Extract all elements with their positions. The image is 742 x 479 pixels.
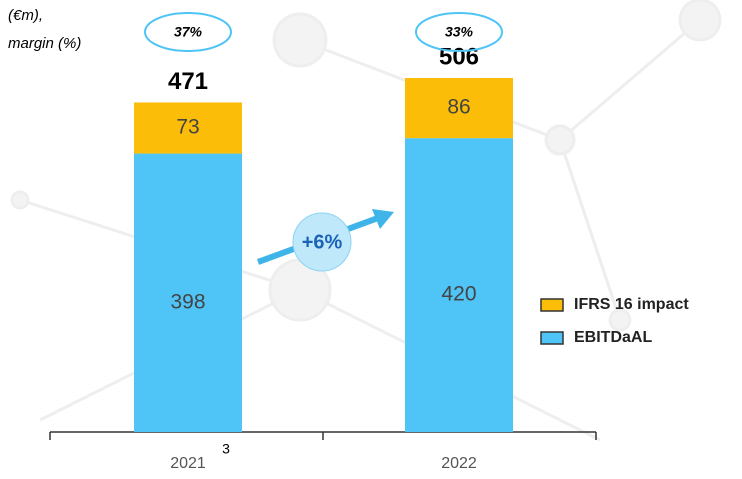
legend-label: EBITDaAL [574,329,652,346]
segment-label: 73 [176,116,199,139]
footnote-marker: 3 [222,441,230,457]
legend-label: IFRS 16 impact [574,296,689,313]
growth-label: +6% [302,231,343,253]
y-label: margin (%) [8,35,81,52]
segment-label: 86 [447,96,470,119]
growth-arrow: +6% [258,209,394,271]
x-tick-label: 2022 [441,455,477,472]
chart: (€m), margin (%) 3 +6% 398 73 471 37% 2021 42… [0,0,742,474]
legend-swatch [541,299,563,311]
segment-label: 398 [170,290,205,313]
total-label: 506 [439,43,479,70]
total-label: 471 [168,68,208,95]
y-label: (€m), [8,7,43,24]
margin-label: 33% [445,24,474,40]
margin-label: 37% [174,24,203,40]
legend-swatch [541,332,563,344]
x-tick-label: 2021 [170,455,206,472]
segment-label: 420 [441,283,476,306]
